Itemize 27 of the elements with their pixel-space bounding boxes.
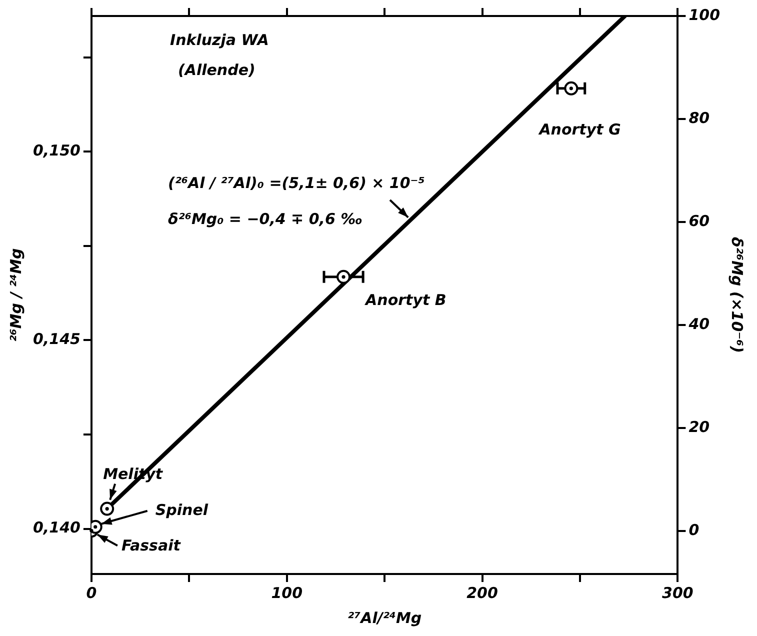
x-tick-label: 200 [466,584,498,602]
y2-tick-label: 20 [688,418,710,436]
point [100,502,114,516]
annotation: Inkluzja WA [170,31,269,49]
y-axis-title: ²⁶Mg / ²⁴Mg [6,248,25,342]
x-tick-label: 0 [86,584,97,602]
y2-axis-title: δ²⁶Mg (×10⁻⁶) [728,237,746,353]
y2-tick-label: 80 [688,108,710,127]
annotation: Spinel [155,500,209,519]
y2-tick-label: 100 [688,6,720,24]
y2-tick-label: 40 [688,315,710,334]
annotation: Anortyt G [538,120,621,138]
point [336,270,351,284]
annotation: Anortyt B [364,290,446,309]
x-axis-title: ²⁷Al/²⁴Mg [347,608,422,627]
point [564,81,578,96]
annotation: Fassait [121,536,182,555]
annotation: (²⁶Al / ²⁷Al)₀ =(5,1± 0,6) × 10⁻⁵ [168,174,425,192]
y-tick-label: 0,145 [32,330,80,348]
annotation: δ²⁶Mg₀ = −0,4 ∓ 0,6 ‰ [168,210,363,228]
y-tick-label: 0,140 [32,518,80,537]
x-tick-label: 100 [271,584,303,602]
y2-tick-label: 60 [688,212,710,230]
annotation: (Allende) [178,61,256,79]
y2-tick-label: 0 [688,521,700,540]
y-tick-label: 0,150 [32,142,80,160]
x-tick-label: 300 [662,584,694,602]
